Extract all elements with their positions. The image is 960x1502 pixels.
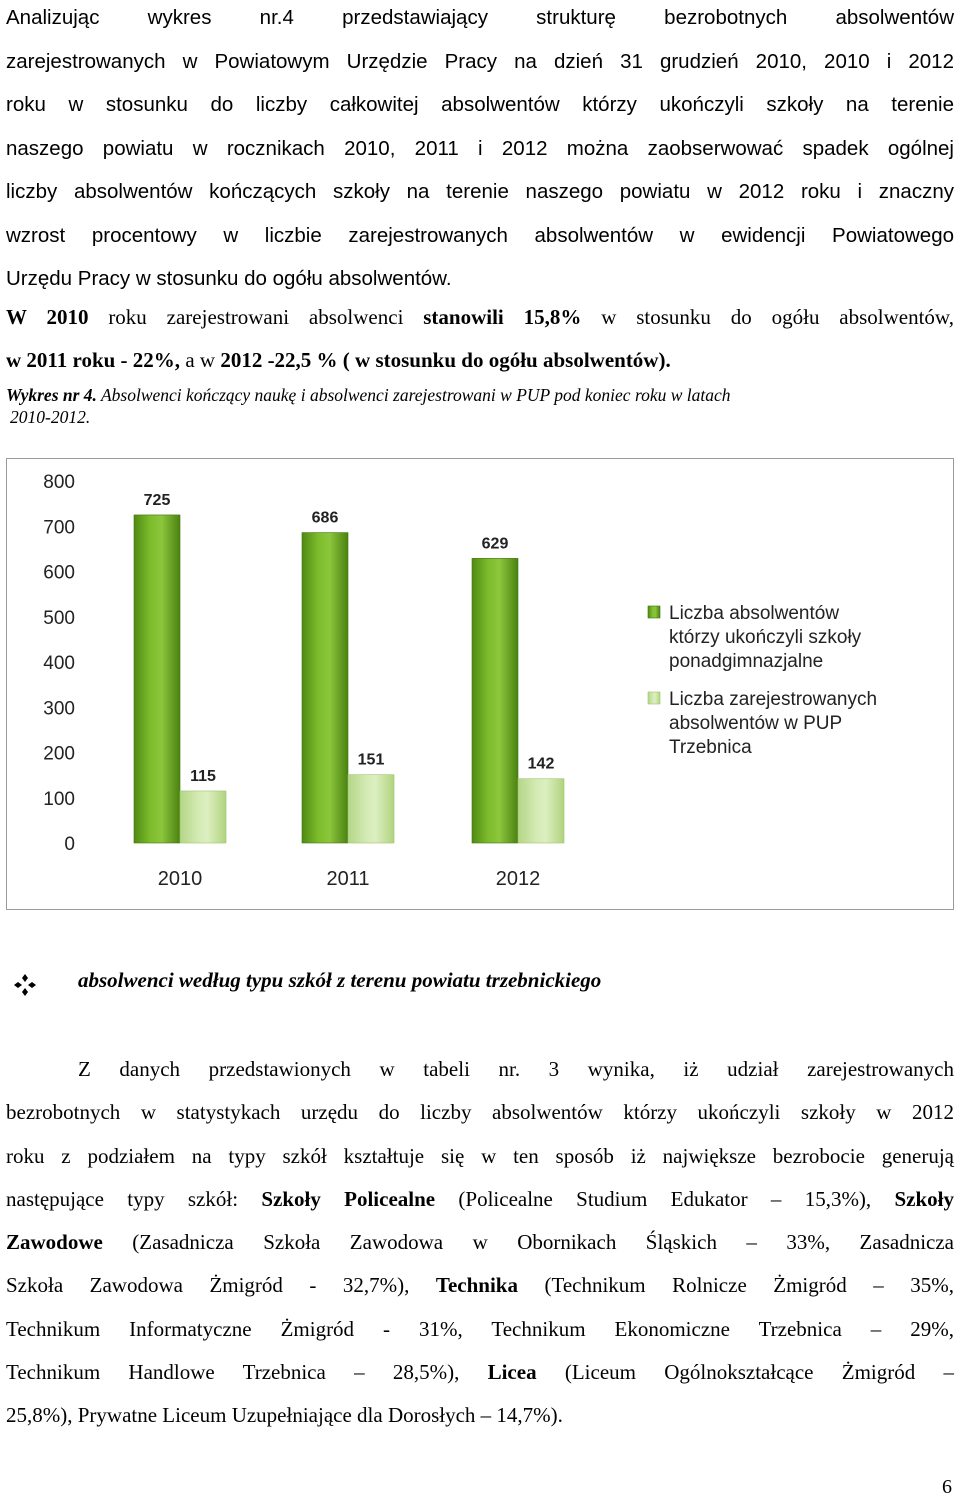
bar: [179, 790, 227, 844]
x-tick-label: 2010: [158, 868, 203, 890]
summary-line-2: w 2011 roku - 22%, a w 2012 -22,5 % ( w …: [6, 339, 954, 382]
section-heading-row: absolwenci według typu szkół z terenu po…: [6, 966, 954, 1002]
y-tick-label: 500: [43, 608, 75, 629]
x-tick-label: 2012: [496, 868, 541, 890]
legend-label: ponadgimnazjalne: [669, 651, 823, 672]
body-text: (Policealne Studium Edukator – 15,3%),: [435, 1186, 895, 1211]
intro-paragraph: Analizując wykres nr.4 przedstawiający s…: [6, 0, 954, 301]
summary-bold: w 2011 roku - 22%,: [6, 348, 181, 372]
bar: [133, 514, 181, 844]
intro-line: liczby absolwentów kończących szkoły na …: [6, 180, 954, 203]
figure-caption: Wykres nr 4. Absolwenci kończący naukę i…: [6, 384, 954, 428]
body-line: następujące typy szkół: Szkoły Policealn…: [6, 1178, 954, 1221]
body-bold: Zawodowe: [6, 1230, 103, 1255]
body-text: Technikum Handlowe Trzebnica – 28,5%),: [6, 1360, 488, 1385]
y-tick-label: 800: [43, 472, 75, 493]
legend-label: Liczba zarejestrowanych: [669, 689, 877, 710]
bar-value-label: 142: [528, 756, 555, 773]
body-bold: Szkoły: [894, 1186, 954, 1211]
body-text: następujące typy szkół:: [6, 1186, 262, 1211]
y-tick-label: 300: [43, 698, 75, 719]
summary-bold: 2012 -22,5 % ( w stosunku do ogółu absol…: [220, 348, 671, 372]
legend-label: Trzebnica: [669, 737, 752, 758]
body-line: roku z podziałem na typy szkół kształtuj…: [6, 1143, 954, 1168]
summary-text: a w: [180, 348, 221, 372]
body-bold: Technika: [435, 1273, 518, 1298]
caption-label: Wykres nr 4.: [6, 385, 97, 405]
y-tick-label: 600: [43, 563, 75, 584]
summary-text: w stosunku do ogółu absolwentów,: [581, 305, 954, 329]
caption-line-1: Wykres nr 4. Absolwenci kończący naukę i…: [6, 384, 954, 406]
legend-label: Liczba absolwentów: [669, 603, 839, 624]
body-line: Zawodowe (Zasadnicza Szkoła Zawodowa w O…: [6, 1221, 954, 1264]
body-bold: Szkoły Policealne: [261, 1186, 436, 1211]
intro-line: wzrost procentowy w liczbie zarejestrowa…: [6, 223, 954, 247]
bar: [301, 532, 349, 844]
summary-text: roku zarejestrowani absolwenci: [88, 305, 424, 329]
caption-line-2: 2010-2012.: [10, 407, 91, 427]
body-line: Technikum Handlowe Trzebnica – 28,5%), L…: [6, 1351, 954, 1394]
caption-text: Absolwenci kończący naukę i absolwenci z…: [96, 385, 731, 405]
legend-swatch: [647, 691, 661, 705]
bar: [517, 778, 565, 844]
body-text: (Liceum Ogólnokształcące Żmigród –: [536, 1360, 955, 1385]
legend-label: absolwentów w PUP: [669, 713, 842, 734]
section-heading: absolwenci według typu szkół z terenu po…: [78, 968, 602, 992]
body-line: Z danych przedstawionych w tabeli nr. 3 …: [78, 1057, 954, 1081]
legend-label: którzy ukończyli szkoły: [669, 627, 862, 648]
body-text: Szkoła Zawodowa Żmigród - 32,7%),: [6, 1273, 436, 1298]
bar-chart: 0 100 200 300 400 500 600 700 800 725 115 686 151 62…: [6, 458, 954, 910]
y-tick-label: 100: [43, 789, 75, 810]
summary-bold: W 2010: [6, 305, 89, 329]
x-tick-label: 2011: [326, 868, 369, 890]
x-axis: 2010 2011 2012: [158, 868, 541, 890]
body-line: Technikum Informatyczne Żmigród - 31%, T…: [6, 1316, 954, 1341]
y-tick-label: 400: [43, 653, 75, 674]
body-paragraph: Z danych przedstawionych w tabeli nr. 3 …: [6, 1048, 954, 1438]
page-number: 6: [942, 1476, 952, 1498]
bars-group: 725 115 686 151 629 142: [133, 492, 565, 844]
legend-swatch: [647, 605, 661, 619]
body-text: (Technikum Rolnicze Żmigród – 35%,: [517, 1273, 954, 1298]
y-tick-label: 0: [64, 834, 75, 855]
intro-line: roku w stosunku do liczby całkowitej abs…: [6, 93, 954, 116]
body-line: 25,8%), Prywatne Liceum Uzupełniające dl…: [6, 1403, 563, 1428]
summary-line-1: W 2010 roku zarejestrowani absolwenci st…: [6, 296, 954, 339]
body-bold: Licea: [487, 1360, 537, 1385]
summary-paragraph: W 2010 roku zarejestrowani absolwenci st…: [6, 296, 954, 382]
body-line: Szkoła Zawodowa Żmigród - 32,7%), Techni…: [6, 1264, 954, 1307]
bar: [471, 558, 519, 844]
bar-value-label: 151: [358, 752, 385, 769]
y-axis: 0 100 200 300 400 500 600 700 800: [43, 472, 75, 855]
intro-line: Urzędu Pracy w stosunku do ogółu absolwe…: [6, 267, 452, 290]
intro-line: naszego powiatu w rocznikach 2010, 2011 …: [6, 136, 954, 160]
intro-line: Analizując wykres nr.4 przedstawiający s…: [6, 6, 954, 29]
summary-bold: stanowili 15,8%: [423, 305, 582, 329]
diamond-bullet-icon: [14, 974, 36, 996]
bar-value-label: 115: [190, 768, 216, 785]
bar-value-label: 686: [312, 510, 339, 527]
chart-canvas: 0 100 200 300 400 500 600 700 800 725 115 686 151 62…: [43, 472, 877, 890]
bar-value-label: 725: [144, 492, 171, 509]
chart-legend: Liczba absolwentów którzy ukończyli szkoł…: [647, 603, 877, 758]
bar-value-label: 629: [482, 535, 509, 552]
intro-line: zarejestrowanych w Powiatowym Urzędzie P…: [6, 49, 954, 73]
y-tick-label: 700: [43, 517, 75, 538]
body-text: (Zasadnicza Szkoła Zawodowa w Obornikach…: [102, 1230, 954, 1255]
body-line: bezrobotnych w statystykach urzędu do li…: [6, 1100, 954, 1125]
bar: [347, 774, 395, 844]
y-tick-label: 200: [43, 744, 75, 765]
